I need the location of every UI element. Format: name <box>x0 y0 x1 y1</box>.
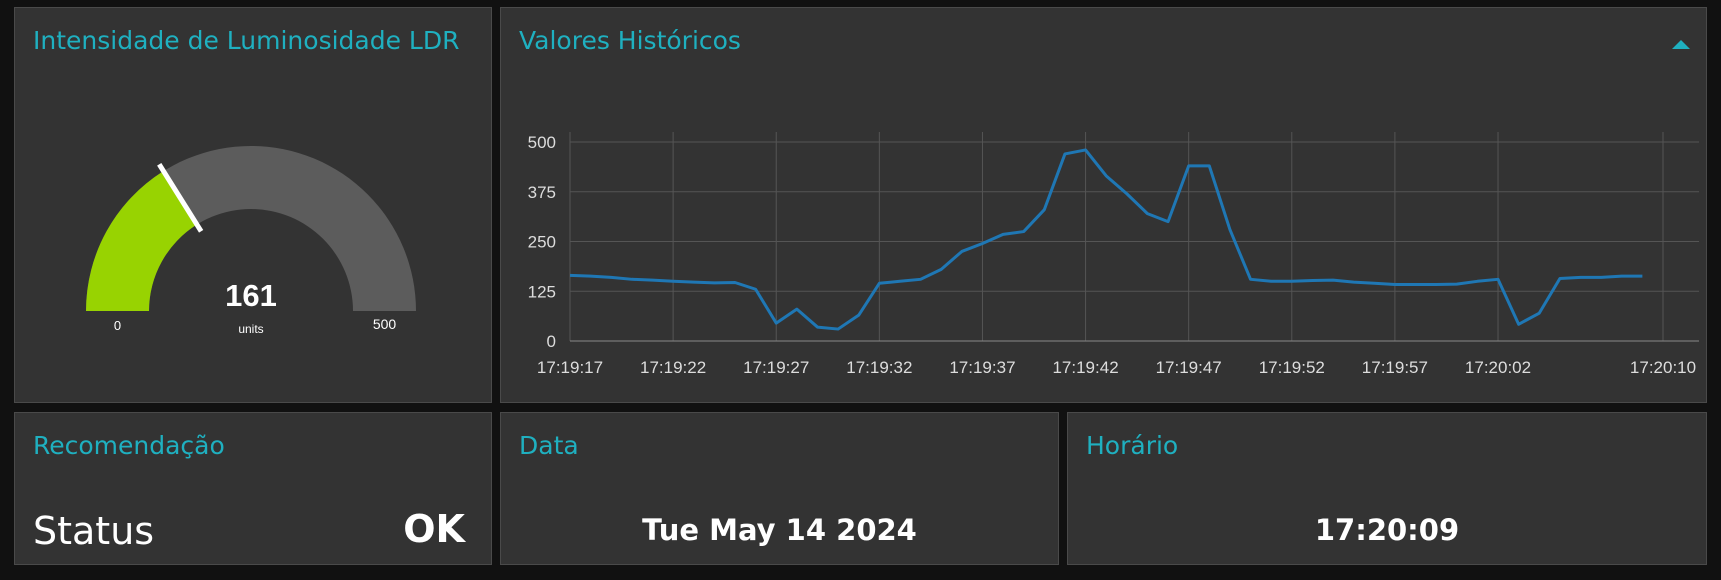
gauge-units: units <box>238 322 263 336</box>
date-value: Tue May 14 2024 <box>642 513 917 547</box>
collapse-icon[interactable] <box>1672 38 1690 50</box>
y-tick-label: 250 <box>528 233 556 252</box>
chart-card: Valores Históricos <box>500 7 1707 403</box>
y-tick-label: 375 <box>528 183 556 202</box>
x-tick-label: 17:20:02 <box>1465 358 1531 377</box>
gauge-fill <box>86 171 197 311</box>
x-tick-label: 17:19:57 <box>1362 358 1428 377</box>
x-tick-label: 17:19:37 <box>949 358 1015 377</box>
x-tick-label: 17:19:32 <box>846 358 912 377</box>
x-tick-label: 17:19:27 <box>743 358 809 377</box>
card-title: Horário <box>1086 431 1179 460</box>
card-title: Valores Históricos <box>519 26 741 55</box>
card-title: Data <box>519 431 579 460</box>
gauge-min: 0 <box>114 318 121 333</box>
gauge-needle <box>157 163 204 233</box>
card-title: Intensidade de Luminosidade LDR <box>33 26 460 55</box>
x-tick-label: 17:19:47 <box>1156 358 1222 377</box>
y-tick-label: 0 <box>547 332 556 351</box>
time-value: 17:20:09 <box>1314 513 1460 547</box>
date-card: Data Tue May 14 2024 <box>500 412 1059 565</box>
x-tick-label: 17:20:10 <box>1630 358 1696 377</box>
y-tick-label: 125 <box>528 282 556 301</box>
recommendation-card: Recomendação Status OK <box>14 412 492 565</box>
data-line <box>569 148 1643 331</box>
card-title: Recomendação <box>33 431 225 460</box>
gauge-value: 161 <box>225 278 277 313</box>
gauge-max: 500 <box>373 316 397 332</box>
x-tick-label: 17:19:52 <box>1259 358 1325 377</box>
status-value: OK <box>403 507 465 551</box>
gauge-card: Intensidade de Luminosidade LDR <box>14 7 492 403</box>
x-tick-label: 17:19:17 <box>537 358 603 377</box>
x-tick-label: 17:19:22 <box>640 358 706 377</box>
y-tick-label: 500 <box>528 133 556 152</box>
time-card: Horário 17:20:09 <box>1067 412 1707 565</box>
status-label: Status <box>33 509 155 553</box>
x-tick-label: 17:19:42 <box>1052 358 1118 377</box>
